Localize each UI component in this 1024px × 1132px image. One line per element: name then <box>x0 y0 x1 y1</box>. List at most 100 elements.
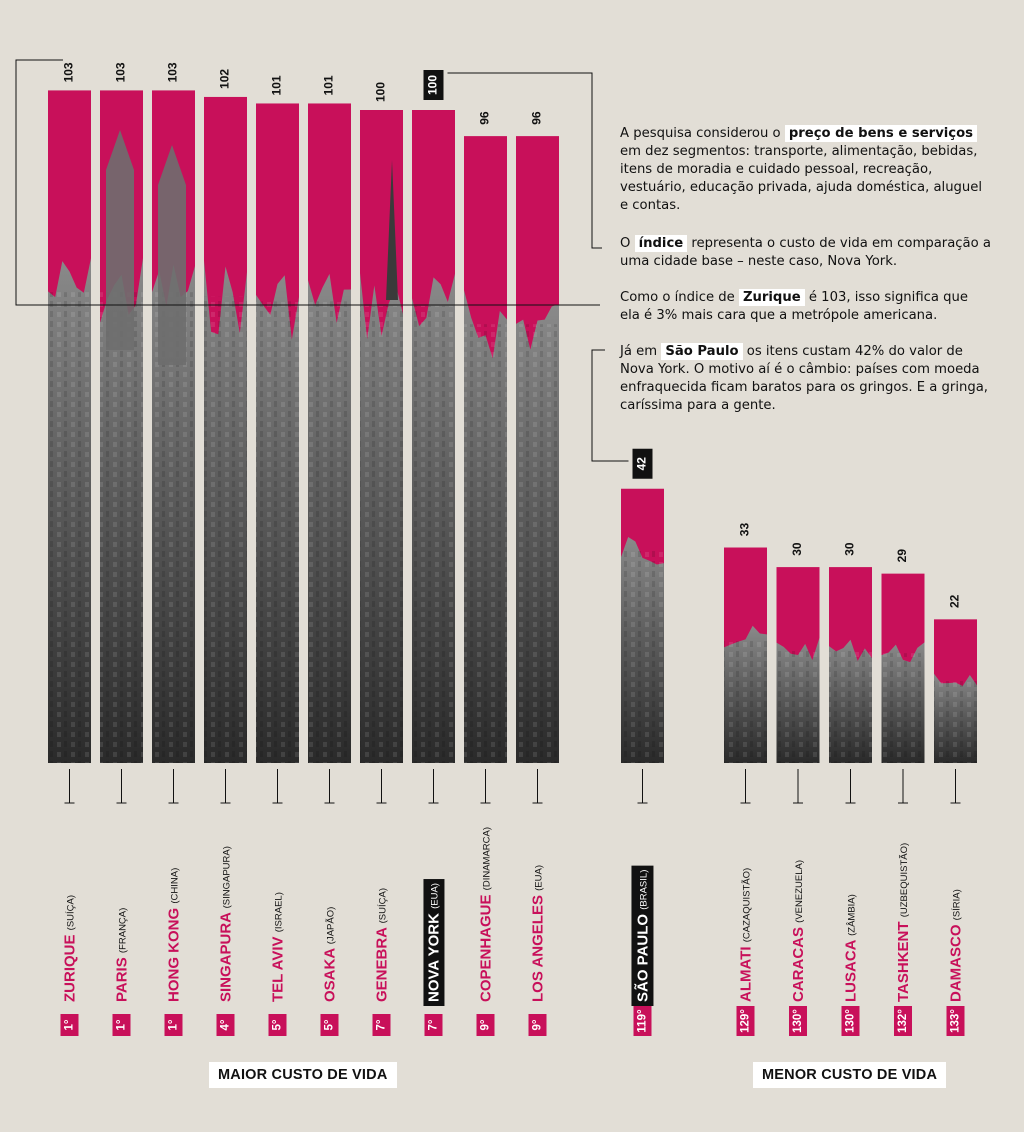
country-name: (SINGAPURA) <box>221 846 232 908</box>
bar-photo-texture <box>776 649 820 763</box>
bar-nova-york <box>412 110 455 763</box>
city-label: LUSACA (ZÂMBIA) <box>842 894 859 1002</box>
city-label: OSAKA (JAPÃO) <box>321 907 338 1002</box>
bar-tel-aviv <box>256 103 299 764</box>
value-label: 96 <box>478 111 492 125</box>
city-name: NOVA YORK <box>425 909 442 1002</box>
rank-badge <box>216 1014 235 1036</box>
city-name: HONG KONG <box>165 904 182 1002</box>
city-name: GENEBRA <box>373 923 390 1002</box>
bar-genebra <box>360 110 403 763</box>
annotation-line-sao-paulo <box>591 349 629 462</box>
city-label: SINGAPURA (SINGAPURA) <box>217 846 234 1002</box>
city-label: TASHKENT (UZBEQUISTÃO) <box>895 843 912 1002</box>
rank-badge <box>633 1006 652 1036</box>
value-label: 29 <box>895 549 909 563</box>
city-name: ALMATI <box>737 942 754 1002</box>
note-highlight: preço de bens e serviços <box>784 125 978 142</box>
value-label: 33 <box>738 523 752 537</box>
city-label: PARIS (FRANÇA) <box>113 908 130 1002</box>
country-name: (EUA) <box>429 883 440 909</box>
city-name: LUSACA <box>842 936 859 1002</box>
value-label: 103 <box>166 62 180 82</box>
city-name: ZURIQUE <box>61 930 78 1002</box>
city-name: LOS ANGELES <box>529 891 546 1002</box>
bar-caracas <box>776 567 820 763</box>
value-label: 22 <box>948 594 962 608</box>
rank-badge <box>424 1014 443 1036</box>
bar-copenhague <box>464 136 507 763</box>
value-label: 103 <box>114 62 128 82</box>
country-name: (UZBEQUISTÃO) <box>899 843 910 917</box>
rank-label: 133° <box>950 1009 962 1033</box>
note-text: A pesquisa considerou o <box>620 126 785 141</box>
note-text: os itens custam 42% do valor de Nova Yor… <box>620 344 988 413</box>
rank-label: 1° <box>64 1019 76 1030</box>
value-label: 101 <box>270 75 284 95</box>
bar-lusaca <box>829 567 872 763</box>
value-label: 96 <box>530 111 544 125</box>
city-label: ZURIQUE (SUÍÇA) <box>61 895 78 1002</box>
value-label: 42 <box>635 457 649 471</box>
city-name: TASHKENT <box>895 917 912 1002</box>
country-name: (JAPÃO) <box>325 907 336 944</box>
city-name: CARACAS <box>790 923 807 1002</box>
note-index: O índice representa o custo de vida em c… <box>620 235 992 271</box>
note-text: representa o custo de vida em comparação… <box>620 236 991 269</box>
bar-photo-texture <box>308 301 351 763</box>
city-label: CARACAS (VENEZUELA) <box>790 860 807 1002</box>
city-label-highlight <box>423 879 445 1006</box>
note-sao-paulo: Já em São Paulo os itens custam 42% do v… <box>620 343 992 415</box>
rank-badge <box>164 1014 183 1036</box>
rank-label: 132° <box>897 1009 909 1033</box>
value-label: 100 <box>426 75 440 95</box>
rank-badge <box>789 1006 807 1036</box>
country-name: (CHINA) <box>169 868 180 904</box>
note-highlight: São Paulo <box>661 343 743 360</box>
note-highlight: Zurique <box>738 289 805 306</box>
note-zurich: Como o índice de Zurique é 103, isso sig… <box>620 289 992 325</box>
bar-photo-texture <box>934 679 977 763</box>
labels-layer: 103 ZURIQUE (SUÍÇA) 1° 103 PARIS (FRANÇA) 1° 1… <box>15 59 965 1036</box>
country-name: (ZÂMBIA) <box>846 894 857 936</box>
rank-label: 7° <box>428 1019 440 1030</box>
country-name: (BRASIL) <box>638 870 649 910</box>
tower-shape <box>106 130 134 350</box>
bar-photo-texture <box>516 324 559 763</box>
footer-label-lowest: MENOR CUSTO DE VIDA <box>753 1062 947 1088</box>
value-label: 102 <box>218 69 232 89</box>
rank-badge <box>60 1014 79 1036</box>
bar-photo-texture <box>48 292 91 763</box>
note-text: é 103, isso significa que ela é 3% mais … <box>620 290 969 323</box>
value-label-box <box>423 70 444 100</box>
bar-photo-texture <box>464 324 507 763</box>
bar-osaka <box>308 103 351 764</box>
country-name: (FRANÇA) <box>117 908 128 953</box>
city-name: COPENHAGUE <box>477 890 494 1002</box>
city-label-highlight <box>631 865 654 1006</box>
city-name: OSAKA <box>321 944 338 1002</box>
city-label: GENEBRA (SUÍÇA) <box>373 888 390 1002</box>
rank-label: 130° <box>845 1009 857 1033</box>
bar-damasco <box>934 619 977 763</box>
rank-badge <box>268 1014 287 1036</box>
rank-label: 5° <box>272 1019 284 1030</box>
city-name: DAMASCO <box>947 920 964 1002</box>
note-text: Já em <box>620 344 662 359</box>
footer-label-highest: MAIOR CUSTO DE VIDA <box>209 1062 397 1088</box>
rank-badge <box>841 1006 860 1036</box>
value-label: 30 <box>790 542 804 556</box>
bar-los-angeles <box>516 136 559 763</box>
country-name: (SÍRIA) <box>951 889 962 920</box>
tower-shape <box>158 145 186 365</box>
bar-paris <box>100 90 143 763</box>
bar-almati <box>724 547 767 763</box>
bar-tashkent <box>881 573 925 763</box>
city-label: SÃO PAULO (BRASIL) <box>633 870 651 1002</box>
note-text: em dez segmentos: transporte, alimentaçã… <box>620 144 983 213</box>
city-label: ALMATI (CAZAQUISTÃO) <box>737 868 754 1002</box>
city-label: COPENHAGUE (DINAMARCA) <box>477 827 494 1002</box>
rank-label: 130° <box>792 1009 804 1033</box>
value-label: 100 <box>374 82 388 102</box>
